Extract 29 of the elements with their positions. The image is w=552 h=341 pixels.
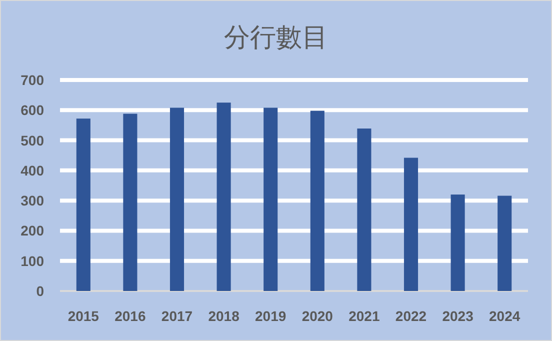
- bar: [498, 196, 512, 291]
- x-tick-label: 2020: [302, 308, 334, 324]
- y-tick-label: 100: [20, 252, 44, 269]
- bar: [170, 108, 184, 291]
- x-tick-label: 2016: [114, 308, 146, 324]
- bar: [123, 114, 138, 291]
- y-tick-label: 300: [20, 192, 44, 209]
- x-tick-label: 2022: [395, 308, 427, 324]
- bar: [310, 110, 324, 291]
- y-tick-label: 400: [20, 162, 44, 178]
- x-tick-label: 2019: [255, 308, 286, 324]
- bar: [450, 194, 465, 291]
- bar: [357, 128, 372, 291]
- x-tick-label: 2015: [68, 308, 100, 324]
- bar: [76, 118, 90, 291]
- x-tick-label: 2018: [208, 308, 240, 324]
- y-tick-label: 600: [20, 102, 44, 118]
- y-tick-label: 500: [20, 132, 44, 148]
- x-tick-label: 2024: [489, 308, 520, 324]
- y-tick-label: 700: [20, 72, 44, 88]
- title: 分行數目: [224, 23, 328, 53]
- y-tick-label: 0: [36, 283, 44, 299]
- bar: [264, 108, 278, 291]
- x-tick-label: 2021: [348, 308, 380, 324]
- x-tick-label: 2017: [161, 308, 193, 324]
- x-tick-label: 2023: [442, 308, 474, 324]
- bar: [216, 102, 231, 291]
- y-tick-label: 200: [20, 222, 44, 239]
- bar: [404, 158, 418, 291]
